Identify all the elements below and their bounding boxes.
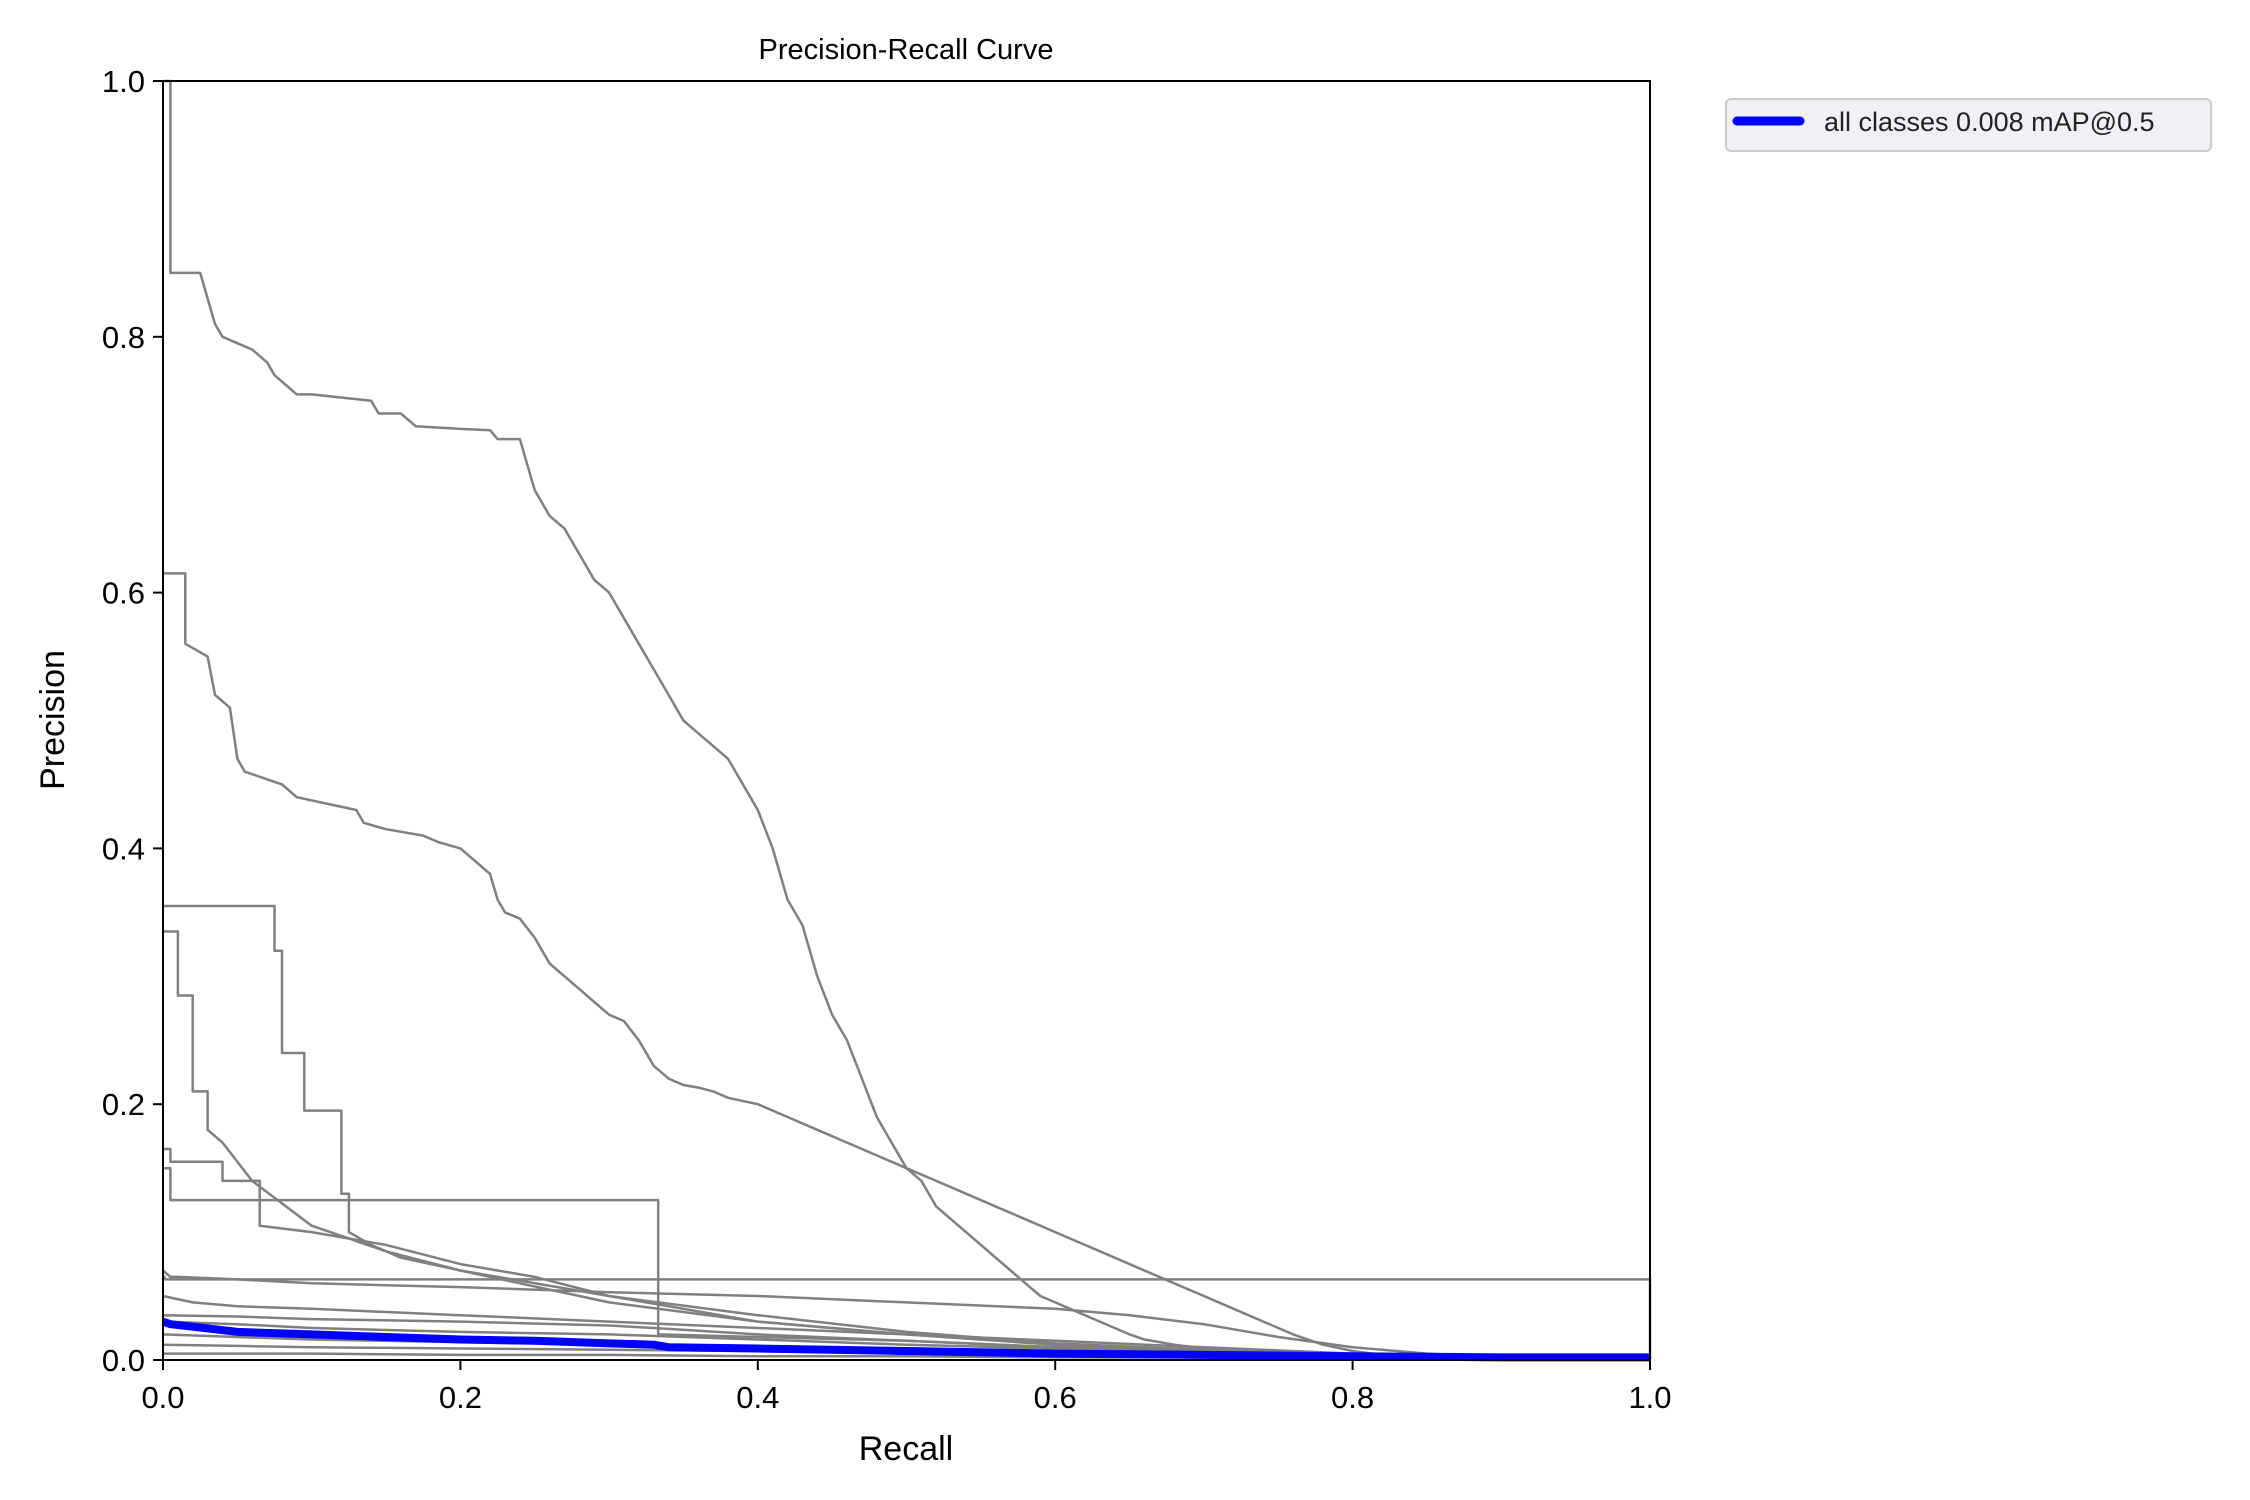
mean-pr-curve bbox=[161, 1317, 1650, 1362]
y-tick-label: 0.6 bbox=[102, 576, 145, 611]
x-tick-label: 0.0 bbox=[141, 1380, 184, 1415]
y-tick-label: 0.8 bbox=[102, 320, 145, 355]
plot-frame bbox=[162, 80, 1651, 1361]
x-tick-label: 0.2 bbox=[439, 1380, 482, 1415]
y-tick-label: 1.0 bbox=[102, 64, 145, 99]
class-pr-curve-8 bbox=[162, 1269, 1651, 1360]
x-axis-label: Recall bbox=[859, 1430, 953, 1468]
y-tick-label: 0.4 bbox=[102, 831, 145, 866]
y-axis-label: Precision bbox=[34, 650, 72, 790]
x-tick-label: 0.4 bbox=[736, 1380, 779, 1415]
x-tick-label: 0.6 bbox=[1034, 1380, 1077, 1415]
x-tick-label: 0.8 bbox=[1331, 1380, 1374, 1415]
ticks-group: 0.0 0.2 0.4 0.6 0.8 1.0 0.0 0.2 0.4 0.6 0.8 1.0 bbox=[102, 64, 1672, 1415]
class-pr-curve-1 bbox=[163, 79, 1650, 1360]
y-tick-label: 0.0 bbox=[102, 1343, 145, 1378]
x-tick-label: 1.0 bbox=[1628, 1380, 1671, 1415]
legend-box bbox=[1725, 98, 2212, 152]
chart-title: Precision-Recall Curve bbox=[759, 34, 1054, 66]
legend: all classes 0.008 mAP@0.5 bbox=[1725, 98, 2212, 152]
y-tick-label: 0.2 bbox=[102, 1087, 145, 1122]
class-pr-curve-2 bbox=[163, 572, 1650, 1360]
legend-label-all-classes: all classes 0.008 mAP@0.5 bbox=[1824, 107, 2155, 137]
curves-group bbox=[161, 79, 1652, 1362]
